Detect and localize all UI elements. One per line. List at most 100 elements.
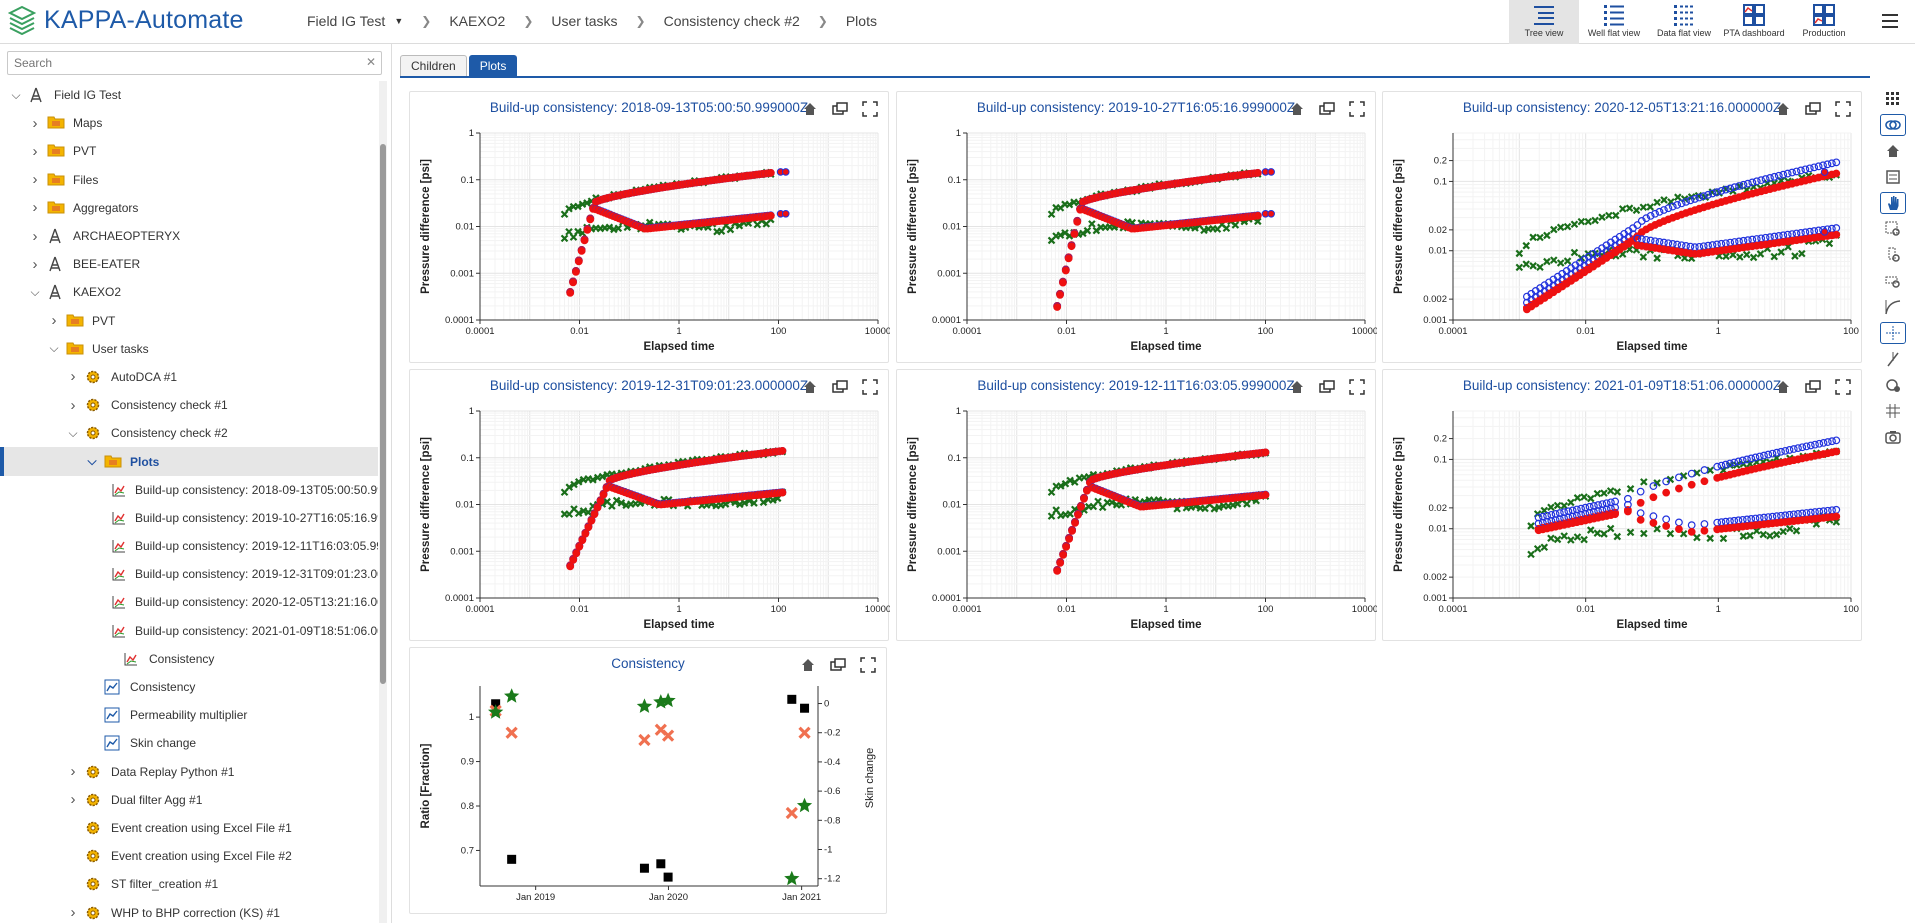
chevron-right-icon[interactable]: ›	[70, 791, 76, 809]
tree-item[interactable]: ⌵ Consistency check #2	[0, 419, 378, 447]
fullscreen-icon[interactable]	[1835, 101, 1851, 117]
fullscreen-icon[interactable]	[862, 379, 878, 395]
crosshair-icon[interactable]	[1880, 322, 1906, 344]
tree-item[interactable]: Build-up consistency: 2021-01-09T18:51:0…	[0, 617, 378, 645]
popout-window-icon[interactable]	[1805, 101, 1821, 117]
chevron-right-icon[interactable]: ›	[70, 763, 76, 781]
popout-window-icon[interactable]	[830, 657, 846, 673]
grid-menu-icon[interactable]	[1880, 88, 1906, 110]
home-icon[interactable]	[1289, 101, 1305, 117]
chevron-down-icon[interactable]: ⌵	[68, 425, 78, 440]
camera-icon[interactable]	[1880, 426, 1906, 448]
box-zoom-icon[interactable]	[1880, 218, 1906, 240]
tree-item[interactable]: Event creation using Excel File #1	[0, 814, 378, 842]
popout-window-icon[interactable]	[1319, 101, 1335, 117]
legend-icon[interactable]	[1880, 166, 1906, 188]
tree-item[interactable]: Build-up consistency: 2018-09-13T05:00:5…	[0, 476, 378, 504]
link-plots-icon[interactable]	[1880, 114, 1906, 136]
home-icon[interactable]	[1775, 379, 1791, 395]
data-flat-view-button[interactable]: Data flat view	[1649, 0, 1719, 44]
chevron-down-icon[interactable]: ⌵	[49, 341, 59, 356]
chevron-right-icon[interactable]: ›	[32, 171, 38, 189]
zoom-x-icon[interactable]	[1880, 270, 1906, 292]
tree-item[interactable]: Build-up consistency: 2019-12-11T16:03:0…	[0, 532, 378, 560]
tree-item[interactable]: › BEE-EATER	[0, 250, 378, 278]
curve-tool-icon[interactable]	[1880, 296, 1906, 318]
caret-down-icon[interactable]: ▼	[394, 16, 404, 26]
home-icon[interactable]	[1880, 140, 1906, 162]
chevron-right-icon[interactable]: ›	[32, 227, 38, 245]
tree-item[interactable]: Permeability multiplier	[0, 701, 378, 729]
fullscreen-icon[interactable]	[860, 657, 876, 673]
tree-item[interactable]: › Dual filter Agg #1	[0, 786, 378, 814]
grid-toggle-icon[interactable]	[1880, 400, 1906, 422]
tree-item[interactable]: › Maps	[0, 109, 378, 137]
home-icon[interactable]	[1289, 379, 1305, 395]
chevron-right-icon[interactable]: ›	[70, 396, 76, 414]
consistency-plot[interactable]: Jan 2019 Jan 2020 Jan 2021 0.7 0.8 0.9 1 -1.2 -1…	[410, 648, 888, 915]
well-flat-view-button[interactable]: Well flat view	[1579, 0, 1649, 44]
loglog-plot[interactable]: 0.0001 0.01 1 100 10000 0.0001 0.001 0.01 0.1 1 El…	[897, 92, 1377, 364]
chevron-down-icon[interactable]: ⌵	[11, 87, 21, 102]
tree-item[interactable]: ⌵ KAEXO2	[0, 278, 378, 306]
fullscreen-icon[interactable]	[1349, 379, 1365, 395]
fullscreen-icon[interactable]	[1835, 379, 1851, 395]
popout-window-icon[interactable]	[1319, 379, 1335, 395]
home-icon[interactable]	[800, 657, 816, 673]
breadcrumb-task[interactable]: Consistency check #2	[663, 13, 800, 29]
tree-item[interactable]: ⌵ Plots	[0, 447, 378, 476]
tree-item[interactable]: Skin change	[0, 729, 378, 757]
home-icon[interactable]	[802, 101, 818, 117]
tree-item[interactable]: › PVT	[0, 307, 378, 335]
line-tool-icon[interactable]	[1880, 348, 1906, 370]
production-button[interactable]: Production	[1789, 0, 1859, 44]
tree-item[interactable]: › WHP to BHP correction (KS) #1	[0, 898, 378, 923]
tree-item[interactable]: › Data Replay Python #1	[0, 758, 378, 786]
tree-item[interactable]: Build-up consistency: 2020-12-05T13:21:1…	[0, 588, 378, 616]
app-logo[interactable]: KAPPA-Automate	[8, 5, 244, 35]
loglog-plot[interactable]: 0.0001 0.01 1 100 10000 0.0001 0.001 0.01 0.1 1 El…	[410, 92, 890, 364]
chevron-right-icon[interactable]: ›	[32, 255, 38, 273]
tree-item[interactable]: Build-up consistency: 2019-12-31T09:01:2…	[0, 560, 378, 588]
popout-window-icon[interactable]	[1805, 379, 1821, 395]
loglog-plot[interactable]: 0.0001 0.01 1 100 10000 0.0001 0.001 0.01 0.1 1 El…	[897, 370, 1377, 642]
chevron-right-icon[interactable]: ›	[32, 142, 38, 160]
tree-view-button[interactable]: Tree view	[1509, 0, 1579, 44]
fullscreen-icon[interactable]	[1349, 101, 1365, 117]
chevron-right-icon[interactable]: ›	[70, 904, 76, 922]
breadcrumb-user-tasks[interactable]: User tasks	[551, 13, 618, 29]
chevron-down-icon[interactable]: ⌵	[30, 284, 40, 299]
chevron-right-icon[interactable]: ›	[51, 312, 57, 330]
search-input[interactable]	[7, 51, 382, 75]
tree-item[interactable]: › ARCHAEOPTERYX	[0, 222, 378, 250]
loglog-plot[interactable]: 0.0001 0.01 1 100 0.001 0.002 0.01 0.02 0.1 0.2 El…	[1383, 370, 1863, 642]
tree-item[interactable]: › Aggregators	[0, 194, 378, 222]
tree-item[interactable]: ⌵ User tasks	[0, 335, 378, 363]
chevron-down-icon[interactable]: ⌵	[87, 454, 97, 469]
tree-item[interactable]: Build-up consistency: 2019-10-27T16:05:1…	[0, 504, 378, 532]
pta-dashboard-button[interactable]: PTA dashboard	[1719, 0, 1789, 44]
pan-hand-icon[interactable]	[1880, 192, 1906, 214]
tree-item[interactable]: › AutoDCA #1	[0, 363, 378, 391]
tab-plots[interactable]: Plots	[468, 55, 518, 77]
reset-icon[interactable]	[1880, 374, 1906, 396]
tree-item[interactable]: Consistency	[0, 645, 378, 673]
clear-search-icon[interactable]: ✕	[366, 55, 377, 69]
home-icon[interactable]	[1775, 101, 1791, 117]
tree-item[interactable]: › Consistency check #1	[0, 391, 378, 419]
tree-item[interactable]: › Files	[0, 166, 378, 194]
breadcrumb-well[interactable]: KAEXO2	[449, 13, 506, 29]
popout-window-icon[interactable]	[832, 101, 848, 117]
tree-item[interactable]: › PVT	[0, 137, 378, 165]
zoom-y-icon[interactable]	[1880, 244, 1906, 266]
home-icon[interactable]	[802, 379, 818, 395]
tree-item[interactable]: Consistency	[0, 673, 378, 701]
breadcrumb-current[interactable]: Plots	[845, 13, 877, 29]
loglog-plot[interactable]: 0.0001 0.01 1 100 10000 0.0001 0.001 0.01 0.1 1 El…	[410, 370, 890, 642]
tree-item[interactable]: Event creation using Excel File #2	[0, 842, 378, 870]
chevron-right-icon[interactable]: ›	[32, 199, 38, 217]
sidebar-scrollbar-thumb[interactable]	[380, 144, 386, 684]
popout-window-icon[interactable]	[832, 379, 848, 395]
tab-children[interactable]: Children	[400, 55, 467, 77]
chevron-right-icon[interactable]: ›	[70, 368, 76, 386]
